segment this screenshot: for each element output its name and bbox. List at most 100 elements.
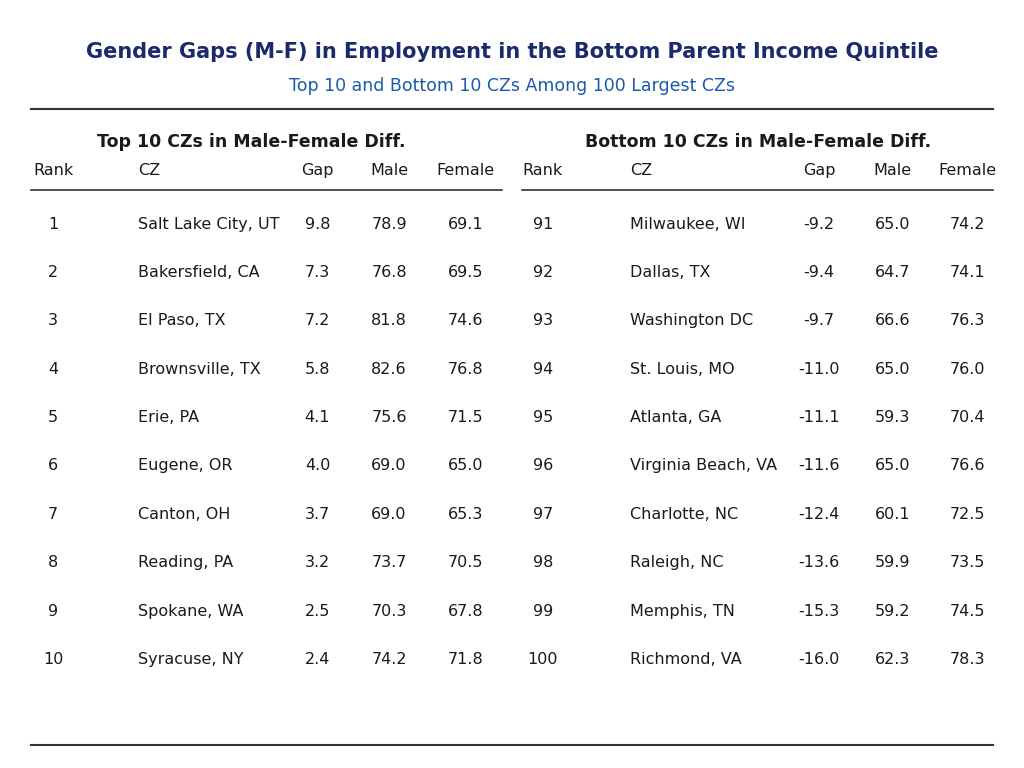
- Text: 1: 1: [48, 217, 58, 232]
- Text: Virginia Beach, VA: Virginia Beach, VA: [630, 458, 777, 474]
- Text: 99: 99: [532, 604, 553, 619]
- Text: 74.2: 74.2: [950, 217, 985, 232]
- Text: 6: 6: [48, 458, 58, 474]
- Text: Reading, PA: Reading, PA: [138, 555, 233, 571]
- Text: 65.0: 65.0: [449, 458, 483, 474]
- Text: 4: 4: [48, 362, 58, 377]
- Text: Rank: Rank: [522, 163, 563, 178]
- Text: 81.8: 81.8: [371, 313, 408, 329]
- Text: 60.1: 60.1: [876, 507, 910, 522]
- Text: 2.4: 2.4: [305, 652, 330, 667]
- Text: Erie, PA: Erie, PA: [138, 410, 200, 425]
- Text: 78.3: 78.3: [950, 652, 985, 667]
- Text: 71.5: 71.5: [449, 410, 483, 425]
- Text: 59.3: 59.3: [876, 410, 910, 425]
- Text: -11.6: -11.6: [799, 458, 840, 474]
- Text: Richmond, VA: Richmond, VA: [630, 652, 741, 667]
- Text: 7.2: 7.2: [305, 313, 330, 329]
- Text: -9.4: -9.4: [804, 265, 835, 280]
- Text: -11.1: -11.1: [799, 410, 840, 425]
- Text: 100: 100: [527, 652, 558, 667]
- Text: 96: 96: [532, 458, 553, 474]
- Text: St. Louis, MO: St. Louis, MO: [630, 362, 734, 377]
- Text: 5: 5: [48, 410, 58, 425]
- Text: 94: 94: [532, 362, 553, 377]
- Text: 71.8: 71.8: [449, 652, 483, 667]
- Text: Charlotte, NC: Charlotte, NC: [630, 507, 738, 522]
- Text: -11.0: -11.0: [799, 362, 840, 377]
- Text: 65.3: 65.3: [449, 507, 483, 522]
- Text: Brownsville, TX: Brownsville, TX: [138, 362, 261, 377]
- Text: 4.0: 4.0: [305, 458, 330, 474]
- Text: Canton, OH: Canton, OH: [138, 507, 230, 522]
- Text: 62.3: 62.3: [876, 652, 910, 667]
- Text: 98: 98: [532, 555, 553, 571]
- Text: 82.6: 82.6: [372, 362, 407, 377]
- Text: Female: Female: [939, 163, 996, 178]
- Text: 64.7: 64.7: [876, 265, 910, 280]
- Text: El Paso, TX: El Paso, TX: [138, 313, 226, 329]
- Text: 69.5: 69.5: [449, 265, 483, 280]
- Text: 70.4: 70.4: [950, 410, 985, 425]
- Text: Bakersfield, CA: Bakersfield, CA: [138, 265, 260, 280]
- Text: Milwaukee, WI: Milwaukee, WI: [630, 217, 745, 232]
- Text: Gap: Gap: [301, 163, 334, 178]
- Text: 10: 10: [43, 652, 63, 667]
- Text: 76.3: 76.3: [950, 313, 985, 329]
- Text: 67.8: 67.8: [449, 604, 483, 619]
- Text: 4.1: 4.1: [305, 410, 330, 425]
- Text: Salt Lake City, UT: Salt Lake City, UT: [138, 217, 280, 232]
- Text: CZ: CZ: [138, 163, 161, 178]
- Text: 76.8: 76.8: [372, 265, 407, 280]
- Text: -9.2: -9.2: [804, 217, 835, 232]
- Text: 65.0: 65.0: [876, 217, 910, 232]
- Text: Memphis, TN: Memphis, TN: [630, 604, 734, 619]
- Text: 8: 8: [48, 555, 58, 571]
- Text: 91: 91: [532, 217, 553, 232]
- Text: Atlanta, GA: Atlanta, GA: [630, 410, 721, 425]
- Text: 59.2: 59.2: [876, 604, 910, 619]
- Text: 59.9: 59.9: [876, 555, 910, 571]
- Text: 66.6: 66.6: [876, 313, 910, 329]
- Text: Dallas, TX: Dallas, TX: [630, 265, 711, 280]
- Text: Gap: Gap: [803, 163, 836, 178]
- Text: 73.7: 73.7: [372, 555, 407, 571]
- Text: 69.0: 69.0: [372, 507, 407, 522]
- Text: -16.0: -16.0: [799, 652, 840, 667]
- Text: 74.6: 74.6: [449, 313, 483, 329]
- Text: 75.6: 75.6: [372, 410, 407, 425]
- Text: 72.5: 72.5: [950, 507, 985, 522]
- Text: 2.5: 2.5: [305, 604, 330, 619]
- Text: 93: 93: [532, 313, 553, 329]
- Text: 3: 3: [48, 313, 58, 329]
- Text: 74.5: 74.5: [950, 604, 985, 619]
- Text: 78.9: 78.9: [372, 217, 407, 232]
- Text: Syracuse, NY: Syracuse, NY: [138, 652, 244, 667]
- Text: Bottom 10 CZs in Male-Female Diff.: Bottom 10 CZs in Male-Female Diff.: [585, 133, 931, 151]
- Text: Raleigh, NC: Raleigh, NC: [630, 555, 723, 571]
- Text: Washington DC: Washington DC: [630, 313, 753, 329]
- Text: -12.4: -12.4: [799, 507, 840, 522]
- Text: 76.6: 76.6: [950, 458, 985, 474]
- Text: 97: 97: [532, 507, 553, 522]
- Text: 69.1: 69.1: [449, 217, 483, 232]
- Text: 69.0: 69.0: [372, 458, 407, 474]
- Text: Rank: Rank: [33, 163, 74, 178]
- Text: 2: 2: [48, 265, 58, 280]
- Text: 9: 9: [48, 604, 58, 619]
- Text: 70.3: 70.3: [372, 604, 407, 619]
- Text: 74.1: 74.1: [950, 265, 985, 280]
- Text: CZ: CZ: [630, 163, 652, 178]
- Text: 65.0: 65.0: [876, 458, 910, 474]
- Text: 5.8: 5.8: [305, 362, 330, 377]
- Text: 76.8: 76.8: [449, 362, 483, 377]
- Text: -15.3: -15.3: [799, 604, 840, 619]
- Text: 73.5: 73.5: [950, 555, 985, 571]
- Text: 65.0: 65.0: [876, 362, 910, 377]
- Text: Female: Female: [437, 163, 495, 178]
- Text: 92: 92: [532, 265, 553, 280]
- Text: 3.2: 3.2: [305, 555, 330, 571]
- Text: Male: Male: [873, 163, 912, 178]
- Text: 7: 7: [48, 507, 58, 522]
- Text: Spokane, WA: Spokane, WA: [138, 604, 244, 619]
